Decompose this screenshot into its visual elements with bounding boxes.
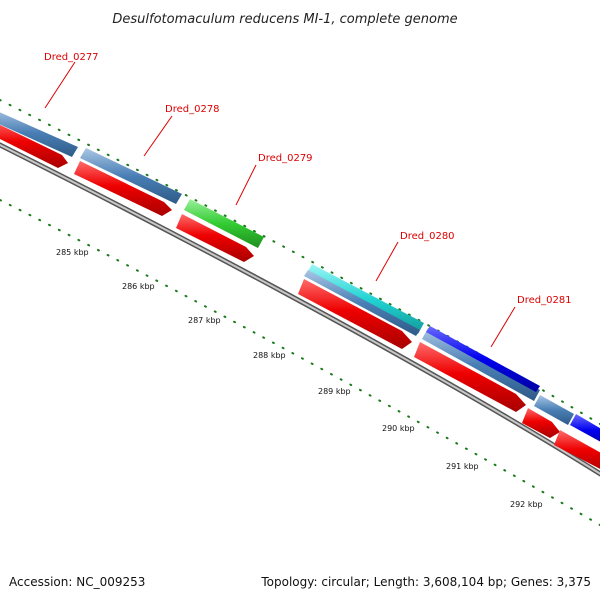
scale-label: 289 kbp — [318, 387, 351, 396]
gene-block-dred0277-cog[interactable] — [0, 108, 78, 157]
gene-label-dred0277[interactable]: Dred_0277 — [44, 52, 99, 63]
cog-row — [0, 108, 600, 447]
gene-labels: Dred_0277 Dred_0278 Dred_0279 Dred_0280 … — [44, 52, 572, 306]
gene-callouts — [44, 61, 516, 348]
gene-label-dred0279[interactable]: Dred_0279 — [258, 153, 313, 164]
cds-arrow-dred0280[interactable] — [298, 279, 412, 349]
gene-block-dred0281-cog-blue[interactable] — [426, 326, 540, 392]
cds-arrow-dred0281[interactable] — [414, 342, 526, 412]
gene-block-dred0280-cog-2[interactable] — [304, 270, 420, 336]
gene-label-dred0278[interactable]: Dred_0278 — [165, 104, 220, 115]
gene-block-next-cog-steel[interactable] — [534, 395, 574, 425]
cds-arrow-next-2[interactable] — [554, 430, 600, 474]
scale-label: 285 kbp — [56, 248, 89, 257]
scale-label: 292 kbp — [510, 500, 543, 509]
gene-label-dred0281[interactable]: Dred_0281 — [517, 295, 572, 306]
gene-block-dred0278-cog[interactable] — [80, 148, 182, 204]
map-title: Desulfotomaculum reducens MI-1, complete… — [112, 12, 457, 27]
gene-block-dred0281-cog-steel[interactable] — [422, 328, 540, 401]
genome-backbone — [0, 142, 600, 477]
cds-arrow-dred0277[interactable] — [0, 120, 68, 168]
accession-text: Accession: NC_009253 — [9, 575, 145, 589]
scale-label: 287 kbp — [188, 316, 221, 325]
cds-arrow-dred0278[interactable] — [74, 161, 172, 216]
scale-label: 288 kbp — [253, 351, 286, 360]
scale-label: 290 kbp — [382, 424, 415, 433]
cds-arrow-next-1[interactable] — [522, 408, 560, 438]
cds-arrow-dred0279[interactable] — [176, 214, 254, 262]
gene-label-dred0280[interactable]: Dred_0280 — [400, 231, 455, 242]
scale-labels: 285 kbp 286 kbp 287 kbp 288 kbp 289 kbp … — [56, 248, 543, 509]
cds-row — [0, 120, 600, 474]
scale-label: 286 kbp — [122, 282, 155, 291]
genome-summary-text: Topology: circular; Length: 3,608,104 bp… — [260, 575, 591, 589]
scale-ticks — [0, 199, 600, 526]
scale-label: 291 kbp — [446, 462, 479, 471]
gene-block-next-cog-blue[interactable] — [570, 414, 600, 447]
gene-block-dred0279-cog[interactable] — [184, 199, 264, 248]
